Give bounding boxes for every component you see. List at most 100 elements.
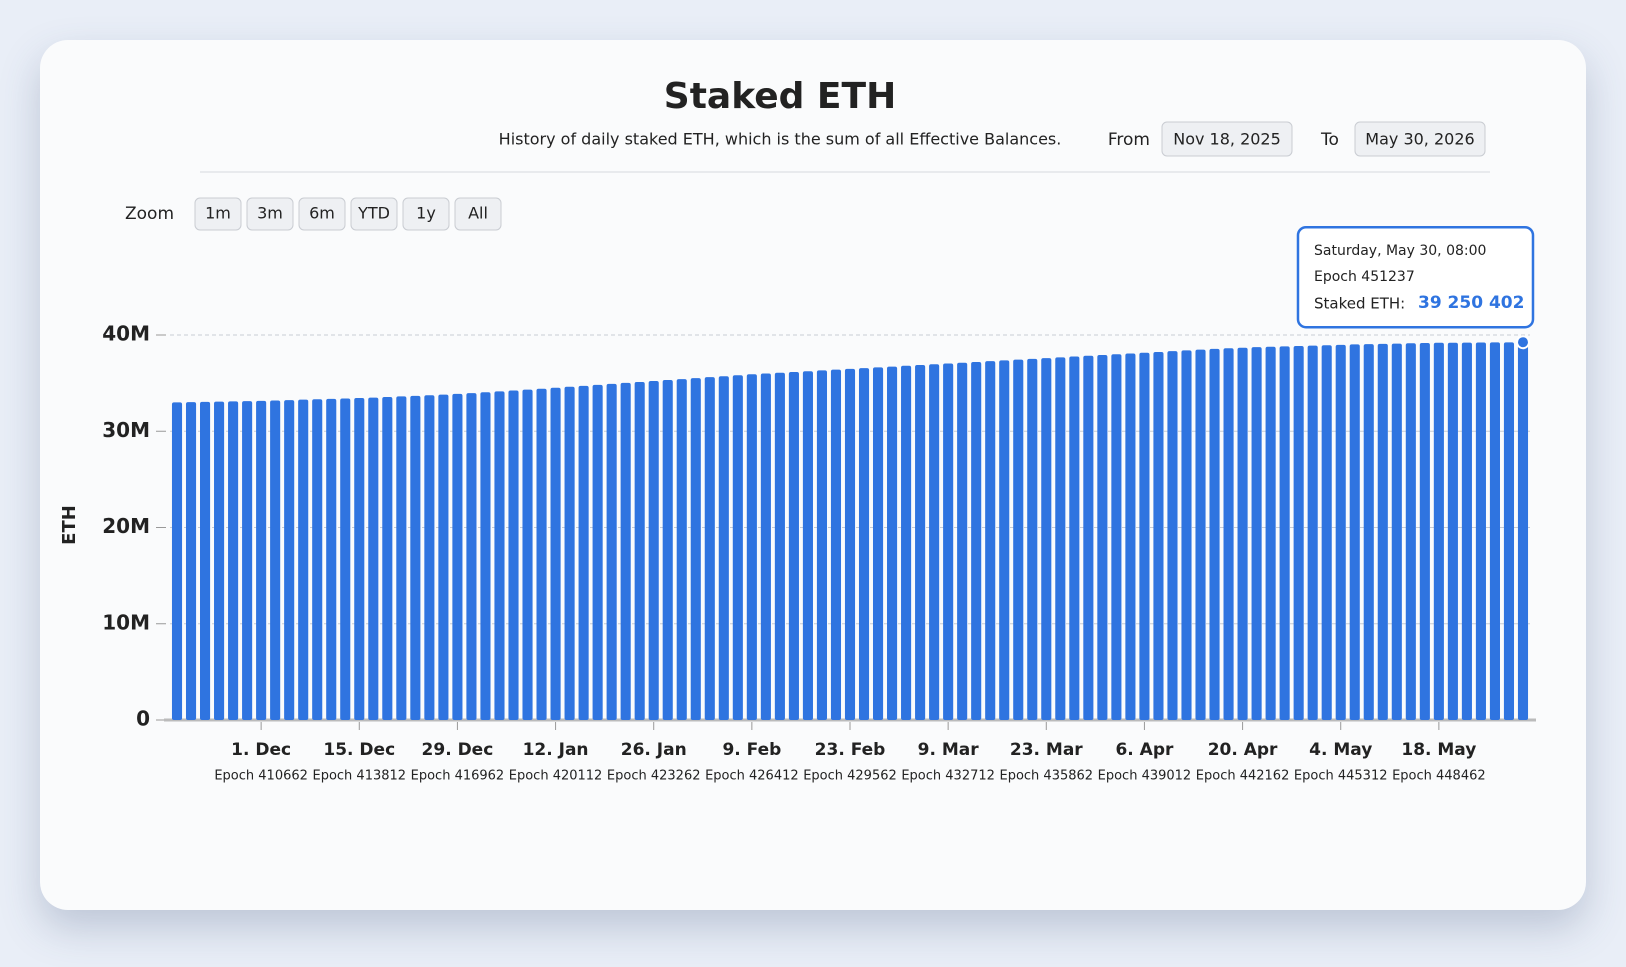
zoom-button[interactable] <box>402 197 450 231</box>
bar <box>1307 345 1318 720</box>
bar <box>522 389 533 720</box>
zoom-button[interactable] <box>246 197 294 231</box>
tooltip-epoch: Epoch 451237 <box>1314 269 1415 285</box>
bar <box>1125 353 1136 720</box>
bar <box>480 392 491 720</box>
x-tick-label: 9. Mar <box>918 740 980 760</box>
zoom-button[interactable] <box>298 197 346 231</box>
x-tick-sublabel: Epoch 426412 <box>705 769 799 784</box>
bar <box>1027 358 1038 720</box>
y-tick-label: 0 <box>136 707 150 731</box>
bar <box>1461 342 1472 720</box>
bar <box>508 390 519 720</box>
bar <box>1391 343 1402 720</box>
y-tick-label: 20M <box>102 514 150 538</box>
bar <box>844 368 856 720</box>
bar <box>1517 342 1529 720</box>
bar <box>872 367 884 720</box>
bar <box>1405 343 1416 720</box>
bar <box>438 394 449 720</box>
bar <box>1111 354 1122 720</box>
bar <box>1237 347 1248 720</box>
bar <box>830 369 842 720</box>
bar <box>788 371 799 720</box>
zoom-button[interactable] <box>194 197 242 231</box>
zoom-button-label: 1m <box>205 204 231 223</box>
bar <box>228 401 239 720</box>
x-tick-label: 12. Jan <box>523 740 589 760</box>
tooltip-value: 39 250 402 <box>1418 293 1524 313</box>
y-axis-label: ETH <box>59 505 80 545</box>
bar <box>200 401 211 720</box>
bar <box>536 388 547 720</box>
bar <box>1013 359 1024 720</box>
x-tick-label: 15. Dec <box>323 740 395 760</box>
zoom-label: Zoom <box>125 204 174 224</box>
bar <box>270 400 281 720</box>
bar <box>943 363 954 720</box>
bar <box>887 366 898 720</box>
bar <box>718 376 729 720</box>
zoom-button[interactable] <box>454 197 502 231</box>
bar <box>971 361 982 720</box>
x-tick-sublabel: Epoch 420112 <box>509 769 603 784</box>
bar <box>1097 355 1108 720</box>
bar <box>340 398 351 720</box>
zoom-button-label: 6m <box>309 204 335 223</box>
hover-marker <box>1515 335 1530 350</box>
bar <box>1195 349 1206 720</box>
y-tick-label: 10M <box>102 610 150 634</box>
from-label: From <box>1108 130 1150 150</box>
x-tick-sublabel: Epoch 416962 <box>411 769 505 784</box>
bar <box>214 401 225 720</box>
bar <box>1069 356 1080 720</box>
bar <box>564 386 575 720</box>
bar <box>1167 351 1178 720</box>
bar <box>1377 343 1388 720</box>
bar <box>901 365 912 720</box>
bar <box>858 368 870 720</box>
bar <box>326 398 337 720</box>
x-tick-sublabel: Epoch 439012 <box>1098 769 1192 784</box>
x-tick-label: 4. May <box>1309 740 1372 760</box>
bar <box>242 401 253 720</box>
to-input[interactable] <box>1354 121 1486 157</box>
bar <box>592 384 603 720</box>
bar <box>1083 355 1094 720</box>
bar <box>1139 352 1150 720</box>
bar <box>354 398 365 720</box>
to-label: To <box>1320 130 1339 150</box>
bar <box>312 399 323 720</box>
tooltip-date: Saturday, May 30, 08:00 <box>1314 243 1486 259</box>
x-tick-label: 23. Feb <box>815 740 886 760</box>
bar <box>1503 342 1515 720</box>
bar <box>1041 358 1052 720</box>
zoom-button-label: All <box>468 204 488 223</box>
x-tick-sublabel: Epoch 432712 <box>901 769 995 784</box>
x-tick-label: 9. Feb <box>722 740 781 760</box>
zoom-button-label: 3m <box>257 204 283 223</box>
bar <box>1489 342 1500 720</box>
tooltip-box <box>1296 225 1535 329</box>
bar <box>550 387 561 720</box>
bar <box>760 373 771 720</box>
bar <box>816 370 828 720</box>
zoom-button-label: YTD <box>357 204 390 223</box>
bar <box>466 393 477 720</box>
zoom-button[interactable] <box>350 197 398 231</box>
y-tick-label: 30M <box>102 418 150 442</box>
bar <box>1223 348 1234 720</box>
bar <box>1363 344 1374 720</box>
bar <box>704 377 715 720</box>
from-input[interactable] <box>1161 121 1293 157</box>
x-tick-label: 18. May <box>1401 740 1476 760</box>
x-tick-label: 23. Mar <box>1010 740 1083 760</box>
x-tick-sublabel: Epoch 413812 <box>312 769 406 784</box>
to-value: May 30, 2026 <box>1365 130 1474 149</box>
bar <box>396 396 407 720</box>
bar <box>957 362 968 720</box>
bar <box>1447 342 1458 720</box>
bar <box>1419 342 1430 720</box>
x-tick-sublabel: Epoch 442162 <box>1196 769 1290 784</box>
